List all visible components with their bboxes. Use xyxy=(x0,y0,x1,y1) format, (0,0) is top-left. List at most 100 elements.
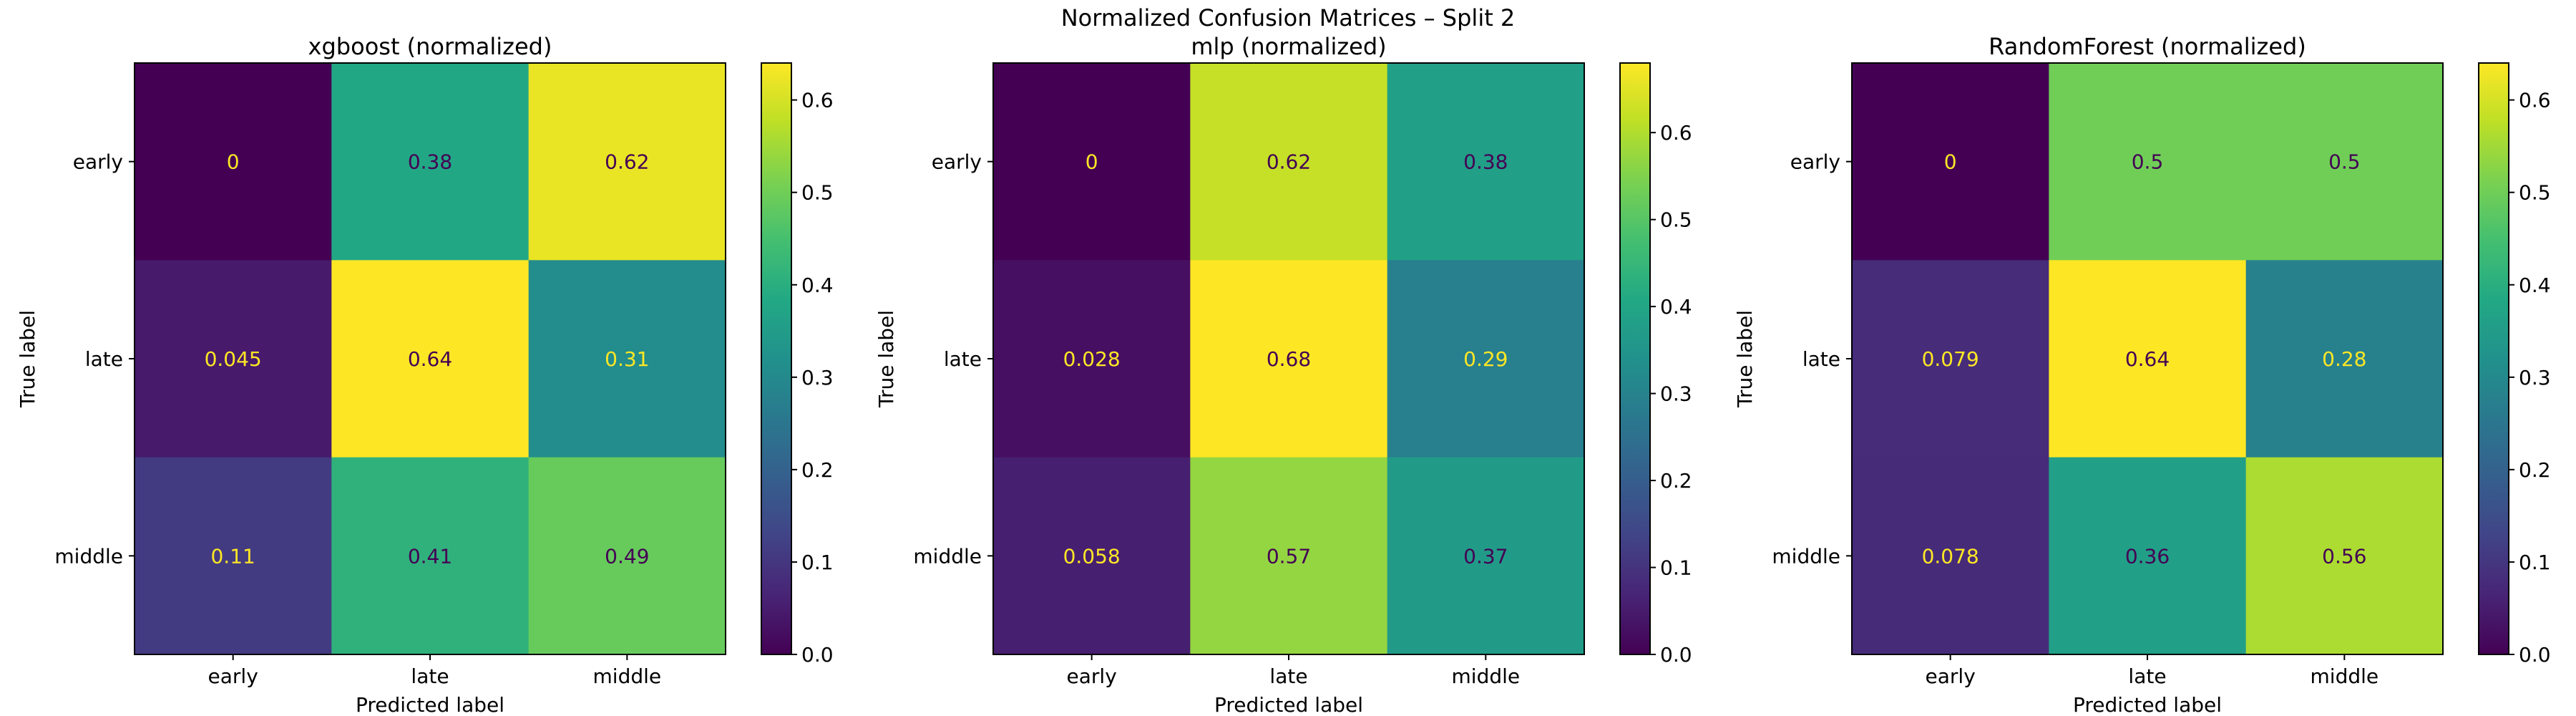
cell-value-label: 0.64 xyxy=(408,347,452,371)
y-tick-label: late xyxy=(944,347,982,371)
colorbar-frame xyxy=(2478,62,2509,655)
panel-title: xgboost (normalized) xyxy=(308,33,552,60)
x-tick-label: early xyxy=(1067,664,1117,688)
cell-value-label: 0.64 xyxy=(2125,347,2170,371)
colorbar-frame xyxy=(761,62,792,655)
x-tick-label: middle xyxy=(2311,664,2379,688)
panel-3: RandomForest (normalized) 0 0.5 0.5 0.079 0.6… xyxy=(1733,33,2551,716)
figure-suptitle: Normalized Confusion Matrices – Split 2 xyxy=(1061,4,1516,32)
cell-value-label: 0.49 xyxy=(605,544,649,568)
y-axis-label: True label xyxy=(1733,310,1757,408)
matrix-cell xyxy=(993,260,1191,458)
matrix-cell xyxy=(993,457,1191,655)
colorbar-tick-label: 0.0 xyxy=(801,643,834,667)
cell-value-label: 0.045 xyxy=(205,347,262,371)
colorbar-tick-label: 0.5 xyxy=(801,181,834,205)
matrix-cell xyxy=(528,63,726,261)
matrix-cell xyxy=(135,260,332,458)
cell-value-label: 0.38 xyxy=(408,150,452,174)
cell-value-label: 0 xyxy=(1944,150,1957,174)
matrix-cell xyxy=(2245,63,2444,261)
matrix-cell xyxy=(135,63,332,261)
matrix-cell xyxy=(2245,260,2444,458)
cell-value-label: 0.62 xyxy=(605,150,649,174)
matrix-cell xyxy=(1190,260,1388,458)
x-tick-label: late xyxy=(1269,664,1307,688)
y-tick-label: early xyxy=(1790,150,1840,174)
panel-title: mlp (normalized) xyxy=(1191,33,1386,60)
colorbar-tick-label: 0.3 xyxy=(1660,382,1692,406)
colorbar-tick-label: 0.1 xyxy=(1660,556,1692,580)
cell-value-label: 0.5 xyxy=(2132,150,2164,174)
colorbar-tick-label: 0.2 xyxy=(801,458,834,482)
matrix-cell xyxy=(1852,260,2049,458)
colorbar-tick-label: 0.4 xyxy=(1660,295,1692,319)
colorbar-tick-label: 0.6 xyxy=(1660,121,1692,145)
cell-value-label: 0.31 xyxy=(605,347,649,371)
colorbar-tick-label: 0.3 xyxy=(801,366,834,390)
cell-value-label: 0.56 xyxy=(2322,544,2366,568)
colorbar-tick-label: 0.6 xyxy=(801,89,834,112)
colorbar-gradient xyxy=(1620,63,1650,654)
y-tick-label: middle xyxy=(54,544,123,568)
colorbar-tick-label: 0.6 xyxy=(2519,89,2551,112)
matrix-cell xyxy=(2049,63,2247,261)
panel-1: xgboost (normalized) 0 0.38 0.62 0.045 0.64 0.… xyxy=(16,33,834,716)
colorbar-frame xyxy=(1619,62,1651,655)
x-tick-label: late xyxy=(411,664,449,688)
cell-value-label: 0.28 xyxy=(2322,347,2366,371)
matrix-cell xyxy=(135,457,332,655)
y-axis-label: True label xyxy=(874,310,898,408)
colorbar-tick-label: 0.0 xyxy=(2519,643,2551,667)
colorbar-tick-label: 0.2 xyxy=(2519,458,2551,482)
x-axis-label: Predicted label xyxy=(356,693,504,716)
cell-value-label: 0.57 xyxy=(1267,544,1311,568)
colorbar-tick-label: 0.1 xyxy=(2519,551,2551,574)
colorbar-tick-label: 0.5 xyxy=(1660,208,1692,232)
matrix-cell xyxy=(331,63,530,261)
matrix-cell xyxy=(1387,260,1585,458)
matrix-cell xyxy=(1387,457,1585,655)
x-axis-label: Predicted label xyxy=(1214,693,1363,716)
x-axis-label: Predicted label xyxy=(2073,693,2222,716)
y-tick-label: late xyxy=(1802,347,1840,371)
matrix-cell xyxy=(1387,63,1585,261)
x-tick-label: middle xyxy=(593,664,662,688)
y-axis-label: True label xyxy=(16,310,39,408)
matrix-cell xyxy=(2245,457,2444,655)
cell-value-label: 0.078 xyxy=(1922,544,1979,568)
colorbar-tick-label: 0.2 xyxy=(1660,469,1692,493)
panel-title: RandomForest (normalized) xyxy=(1989,33,2306,60)
colorbar-tick-label: 0.4 xyxy=(2519,274,2551,297)
cell-value-label: 0.5 xyxy=(2328,150,2361,174)
panel-2: mlp (normalized) 0 0.62 0.38 0.028 0.68 0.29 0.… xyxy=(874,33,1692,716)
cell-value-label: 0.028 xyxy=(1063,347,1121,371)
cell-value-label: 0.38 xyxy=(1463,150,1508,174)
matrix-cell xyxy=(1852,457,2049,655)
matrix-cell xyxy=(528,457,726,655)
cell-value-label: 0.36 xyxy=(2125,544,2170,568)
y-tick-label: early xyxy=(73,150,123,174)
y-tick-label: middle xyxy=(913,544,982,568)
cell-value-label: 0.11 xyxy=(210,544,255,568)
cell-value-label: 0.079 xyxy=(1922,347,1979,371)
colorbar-tick-label: 0.5 xyxy=(2519,181,2551,205)
matrix-cell xyxy=(331,457,530,655)
matrix-cell xyxy=(2049,260,2247,458)
y-tick-label: middle xyxy=(1772,544,1840,568)
matrix-cell xyxy=(1190,63,1388,261)
x-tick-label: early xyxy=(208,664,258,688)
cell-value-label: 0.41 xyxy=(408,544,452,568)
cell-value-label: 0.62 xyxy=(1267,150,1311,174)
y-tick-label: early xyxy=(932,150,982,174)
matrix-cell xyxy=(2049,457,2247,655)
cell-value-label: 0 xyxy=(227,150,240,174)
colorbar-gradient xyxy=(761,63,791,654)
colorbar-tick-label: 0.0 xyxy=(1660,643,1692,667)
cell-value-label: 0.29 xyxy=(1463,347,1508,371)
colorbar-tick-label: 0.4 xyxy=(801,274,834,297)
colorbar-tick-label: 0.1 xyxy=(801,551,834,574)
matrix-cell xyxy=(1852,63,2049,261)
x-tick-label: early xyxy=(1926,664,1976,688)
